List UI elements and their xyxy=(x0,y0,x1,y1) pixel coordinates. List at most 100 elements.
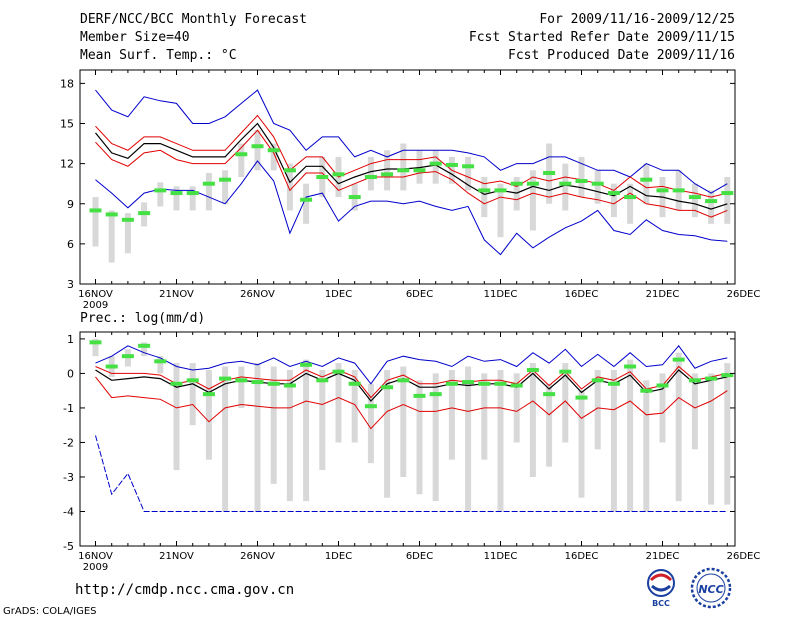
precip-observed-range-bar xyxy=(708,373,715,505)
precip-observed-range-bar xyxy=(189,363,196,426)
temp-min-line xyxy=(95,160,728,256)
precip-observed-range-bar xyxy=(724,363,731,505)
precip-observed-marker xyxy=(138,343,151,348)
precip-observed-range-bar xyxy=(335,363,342,443)
temp-observed-marker xyxy=(429,161,442,166)
temp-observed-marker xyxy=(494,188,507,193)
temp-observed-marker xyxy=(510,181,523,186)
temp-observed-marker xyxy=(300,197,313,202)
source-url[interactable]: http://cmdp.ncc.cma.gov.cn xyxy=(75,582,295,598)
temp-observed-marker xyxy=(543,170,556,175)
temp-x-tick-label: 6DEC xyxy=(406,289,433,300)
precip-observed-marker xyxy=(624,364,637,369)
precip-observed-range-bar xyxy=(546,383,553,467)
temp-observed-range-bar xyxy=(691,183,698,218)
precip-observed-range-bar xyxy=(319,369,326,471)
temp-x-tick-label: 26NOV xyxy=(240,289,275,300)
temp-observed-marker xyxy=(138,211,151,216)
precip-upper-line xyxy=(95,365,728,399)
temp-observed-range-bar xyxy=(124,213,131,254)
precip-observed-marker xyxy=(397,378,410,383)
precip-observed-range-bar xyxy=(497,369,504,512)
precip-observed-range-bar xyxy=(513,373,520,443)
precip-observed-marker xyxy=(89,340,102,345)
temp-observed-marker xyxy=(154,188,167,193)
temp-x-tick-label: 16DEC xyxy=(565,289,599,300)
precip-observed-marker xyxy=(300,362,313,367)
temp-observed-range-bar xyxy=(205,172,212,211)
temp-panel-label: Mean Surf. Temp.: °C xyxy=(80,48,237,63)
precip-observed-range-bar xyxy=(594,369,601,450)
precip-observed-marker xyxy=(575,395,588,400)
temp-x-tick-label: 11DEC xyxy=(484,289,518,300)
temp-observed-range-bar xyxy=(367,156,374,191)
precip-observed-range-bar xyxy=(465,366,472,512)
precip-observed-marker xyxy=(705,376,718,381)
temp-observed-range-bar xyxy=(643,163,650,204)
temp-observed-range-bar xyxy=(286,163,293,211)
temp-observed-range-bar xyxy=(594,170,601,204)
svg-text:BCC: BCC xyxy=(652,599,670,608)
temp-panel: 3 6 9 12 15 18 16NOV 21NOV 26NOV 1DEC 6DEC 11DEC 16D… xyxy=(60,69,760,311)
precip-x-tick-label: 21NOV xyxy=(159,551,194,562)
precip-observed-marker xyxy=(348,381,361,386)
temp-observed-range-bar xyxy=(481,177,488,218)
precip-observed-marker xyxy=(688,378,701,383)
temp-y-tick-label: 12 xyxy=(60,158,74,171)
precip-observed-marker xyxy=(559,369,572,374)
ncc-logo-icon: NCC xyxy=(688,566,734,610)
temp-x-year-label: 2009 xyxy=(83,300,108,311)
temp-observed-range-bar xyxy=(254,130,261,171)
precip-observed-marker xyxy=(478,381,491,386)
precip-observed-marker xyxy=(510,383,523,388)
precip-observed-marker xyxy=(656,383,669,388)
temp-observed-marker xyxy=(364,175,377,179)
precip-observed-marker xyxy=(462,380,475,385)
precip-observed-range-bar xyxy=(270,366,277,484)
temp-mean-line xyxy=(95,122,728,210)
precip-observed-range-bar xyxy=(238,366,245,408)
temp-observed-range-bar xyxy=(108,210,115,263)
temp-lower-line xyxy=(95,129,728,218)
precip-x-tick-label: 26DEC xyxy=(727,551,761,562)
temp-observed-range-bar xyxy=(92,197,99,247)
precip-lower-line xyxy=(95,376,728,430)
precip-observed-marker xyxy=(364,404,377,409)
temp-observed-marker xyxy=(202,181,215,186)
temp-observed-range-bar xyxy=(724,177,731,224)
precip-observed-marker xyxy=(494,381,507,386)
temp-y-tick-label: 18 xyxy=(60,77,74,90)
temp-observed-marker xyxy=(445,162,458,167)
precip-observed-marker xyxy=(543,392,556,397)
temp-observed-range-bar xyxy=(157,182,164,207)
precip-x-tick-label: 26NOV xyxy=(240,551,275,562)
precip-observed-marker xyxy=(381,385,394,390)
temp-observed-range-bar xyxy=(432,150,439,184)
precip-observed-marker xyxy=(170,381,183,386)
precip-observed-range-bar xyxy=(529,363,536,477)
precip-observed-range-bar xyxy=(173,363,180,471)
precip-observed-range-bar xyxy=(254,363,261,512)
precip-observed-marker xyxy=(316,378,329,383)
precip-frame xyxy=(79,331,736,547)
temp-observed-range-bar xyxy=(610,183,617,218)
precip-panel: -5 -4 -3 -2 -1 0 1 16NOV 21NOV 26NOV 1DEC 6DEC 11DEC… xyxy=(63,331,761,573)
temp-observed-range-bar xyxy=(513,177,520,211)
precip-observed-marker xyxy=(721,373,734,378)
precip-x-tick-label: 6DEC xyxy=(406,551,433,562)
precip-observed-range-bar xyxy=(286,369,293,502)
precip-observed-range-bar xyxy=(578,390,585,498)
precip-observed-marker xyxy=(332,369,345,374)
precip-y-tick-label: -5 xyxy=(63,540,74,553)
precip-observed-range-bar xyxy=(643,380,650,512)
precip-observed-range-bar xyxy=(675,352,682,502)
temp-observed-marker xyxy=(526,181,539,186)
temp-observed-marker xyxy=(656,188,669,193)
member-size-label: Member Size=40 xyxy=(80,30,190,45)
temp-y-tick-label: 9 xyxy=(67,198,74,211)
temp-observed-marker xyxy=(332,172,345,177)
temp-observed-range-bar xyxy=(529,170,536,231)
temp-observed-marker xyxy=(235,152,248,157)
precip-observed-marker xyxy=(429,392,442,397)
precip-y-tick-label: -2 xyxy=(63,436,74,449)
